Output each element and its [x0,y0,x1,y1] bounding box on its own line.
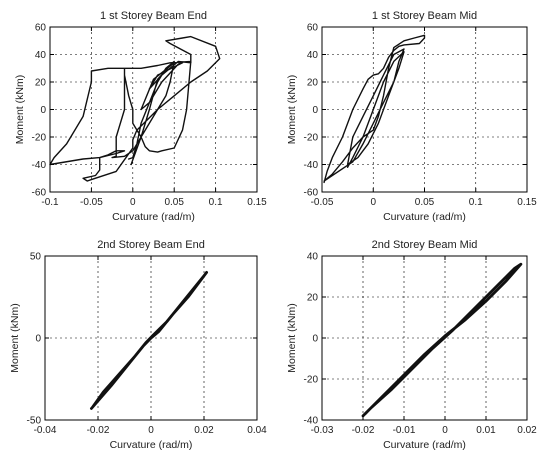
y-tick-label: -20 [304,133,319,144]
y-tick-label: 0 [312,105,318,116]
x-axis-label: Curvature (rad/m) [110,439,193,451]
chart-panel-4: -0.03 -0.02 -0.01 0 0.01 0.02 -40 -20 0 20 40 2nd S… [286,239,537,451]
hysteresis-curve [90,271,208,410]
y-tick-label: 0 [40,105,46,116]
y-tick-label: -40 [304,160,319,171]
y-axis-label: Moment (kNm) [14,75,26,144]
hysteresis-curve [361,262,523,418]
y-tick-label: 40 [307,50,319,61]
y-tick-label: 20 [307,78,319,89]
y-tick-label: 50 [30,252,42,263]
chart-panel-2: -0.05 0 0.05 0.1 0.15 -60 -40 -20 0 20 40 60 1 st St… [286,10,537,223]
y-tick-label: 60 [307,23,319,34]
x-axis-label: Curvature (rad/m) [383,439,466,451]
y-tick-label: 40 [35,50,47,61]
y-tick-label: 0 [312,334,318,345]
x-tick-label: 0.01 [476,425,496,436]
chart-panel-1: -0.1 -0.05 0 0.05 0.1 0.15 -60 -40 -20 0 20 40 60 1 s… [14,10,267,223]
chart-title: 2nd Storey Beam End [97,239,205,251]
y-tick-label: -40 [304,416,319,427]
x-tick-label: 0 [370,197,376,208]
x-tick-label: -0.05 [311,197,334,208]
x-tick-label: 0 [130,197,136,208]
x-tick-label: 0.04 [247,425,267,436]
y-axis-label: Moment (kNm) [286,303,298,372]
x-tick-label: -0.02 [87,425,110,436]
y-tick-label: -50 [27,416,42,427]
x-tick-label: 0.15 [247,197,267,208]
x-tick-label: 0.02 [194,425,214,436]
x-axis-label: Curvature (rad/m) [112,211,195,223]
x-tick-label: 0.02 [517,425,537,436]
y-tick-label: -60 [32,188,47,199]
y-tick-label: 0 [35,334,41,345]
y-axis-label: Moment (kNm) [286,75,298,144]
y-axis-label: Moment (kNm) [9,303,21,372]
x-tick-label: 0.15 [517,197,537,208]
chart-panel-3: -0.04 -0.02 0 0.02 0.04 -50 0 50 2nd Storey Beam… [9,239,267,451]
x-tick-label: 0 [148,425,154,436]
y-tick-label: 40 [307,252,319,263]
x-tick-label: 0 [442,425,448,436]
y-tick-label: -20 [304,375,319,386]
x-tick-label: -0.04 [34,425,57,436]
x-tick-label: 0.05 [164,197,184,208]
y-tick-label: 60 [35,23,47,34]
x-tick-label: -0.03 [311,425,334,436]
x-tick-label: -0.02 [352,425,375,436]
y-tick-label: 20 [35,78,47,89]
y-tick-label: 20 [307,293,319,304]
hysteresis-curve [49,35,221,182]
x-tick-label: -0.05 [80,197,103,208]
hysteresis-curve [323,34,426,184]
x-tick-label: -0.01 [393,425,416,436]
x-tick-label: -0.1 [41,197,59,208]
chart-title: 1 st Storey Beam End [100,10,207,22]
x-tick-label: 0.1 [469,197,483,208]
y-tick-label: -40 [32,160,47,171]
x-axis-label: Curvature (rad/m) [383,211,466,223]
x-tick-label: 0.1 [209,197,223,208]
x-tick-label: 0.05 [415,197,435,208]
chart-title: 1 st Storey Beam Mid [372,10,477,22]
y-tick-label: -20 [32,133,47,144]
y-tick-label: -60 [304,188,319,199]
chart-title: 2nd Storey Beam Mid [372,239,478,251]
